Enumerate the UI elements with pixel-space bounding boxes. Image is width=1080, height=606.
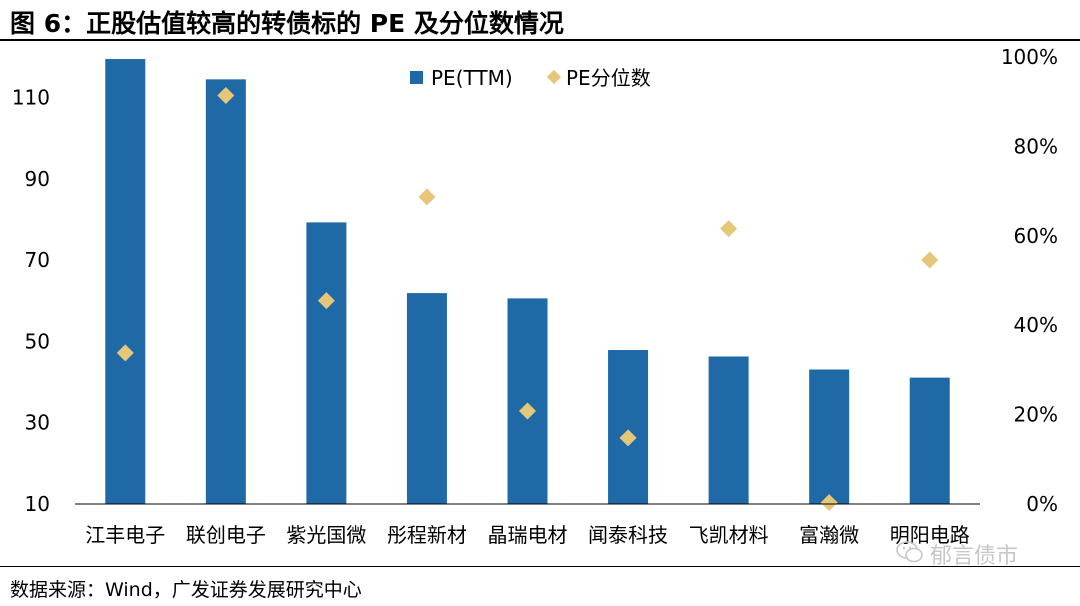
title-divider: [0, 39, 1080, 41]
legend-label-percentile: PE分位数: [566, 66, 651, 90]
pe-bar: [105, 59, 146, 504]
percentile-marker: [619, 429, 637, 447]
left-axis: 110 90 70 50 30 10: [12, 86, 50, 516]
percentile-marker: [217, 86, 235, 104]
wechat-icon: [896, 541, 923, 563]
source-note: 数据来源：Wind，广发证券发展研究中心: [10, 579, 362, 601]
percentile-marker: [317, 292, 335, 310]
pe-bar: [306, 222, 347, 504]
category-label: 飞凯材料: [689, 523, 769, 547]
category-label: 闻泰科技: [588, 523, 668, 547]
legend-swatch-pe: [410, 71, 423, 84]
right-axis: 100% 80% 60% 40% 20% 0%: [1001, 45, 1058, 516]
left-tick-label: 30: [25, 411, 50, 435]
percentile-marker: [921, 251, 939, 269]
right-tick-label: 60%: [1014, 224, 1058, 248]
footer-divider: [0, 566, 1080, 567]
page-title: 图 6：正股估值较高的转债标的 PE 及分位数情况: [10, 9, 564, 38]
legend-label-pe: PE(TTM): [431, 66, 513, 90]
percentile-marker: [418, 188, 436, 206]
percentile-marker: [820, 494, 838, 512]
percentile-marker: [116, 344, 134, 362]
category-label: 紫光国微: [286, 523, 366, 547]
pe-bar: [909, 377, 950, 504]
right-tick-label: 20%: [1014, 403, 1058, 427]
left-tick-label: 70: [25, 248, 50, 272]
category-label: 晶瑞电材: [488, 523, 568, 547]
x-axis-labels: 江丰电子 联创电子 紫光国微 彤程新材 晶瑞电材 闻泰科技 飞凯材料 富瀚微 明阳电路: [85, 523, 969, 547]
right-tick-label: 100%: [1001, 45, 1058, 69]
watermark-text: 郁言债市: [930, 544, 1019, 569]
chart-area: 110 90 70 50 30 10 100% 80% 60% 40% 20% 0% 江丰电子 联创电…: [12, 45, 1058, 547]
percentile-marker: [720, 220, 738, 238]
category-label: 彤程新材: [387, 523, 467, 547]
pe-bar: [608, 349, 649, 504]
left-tick-label: 110: [12, 86, 50, 110]
legend-swatch-percentile: [546, 69, 562, 85]
left-tick-label: 90: [25, 167, 50, 191]
right-tick-label: 0%: [1026, 492, 1058, 516]
left-tick-label: 10: [25, 492, 50, 516]
category-label: 江丰电子: [85, 523, 165, 547]
right-tick-label: 40%: [1014, 313, 1058, 337]
pe-bar: [507, 298, 548, 504]
percentile-marker: [519, 402, 536, 420]
left-tick-label: 50: [25, 329, 50, 353]
category-label: 富瀚微: [799, 523, 859, 547]
legend: PE(TTM) PE分位数: [410, 66, 651, 90]
pe-bar: [205, 79, 246, 504]
pe-bars: [105, 59, 950, 504]
percentile-markers: [116, 86, 939, 512]
pe-bar: [406, 293, 447, 504]
pe-bar: [708, 356, 749, 504]
category-label: 联创电子: [186, 523, 266, 547]
right-tick-label: 80%: [1014, 134, 1058, 158]
pe-bar: [809, 369, 850, 504]
